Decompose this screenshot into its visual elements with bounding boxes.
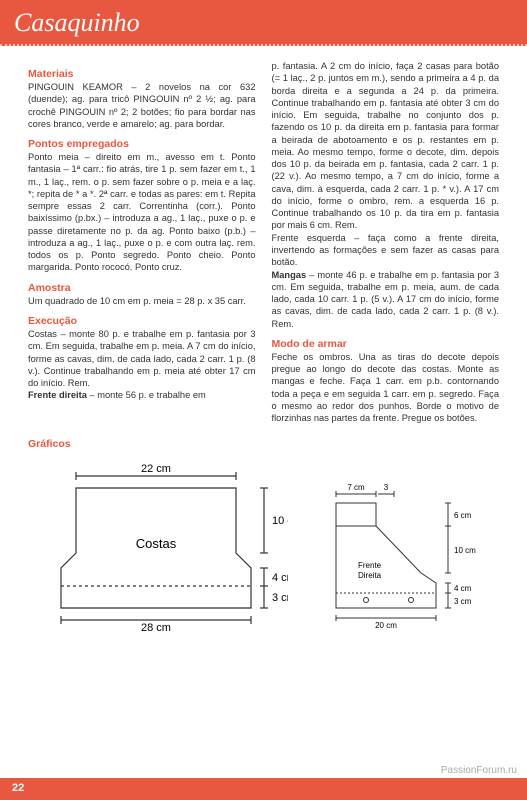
frente-label-2: Direita — [358, 571, 382, 580]
page-title: Casaquinho — [14, 8, 140, 37]
frente-bottom: 20 cm — [375, 621, 397, 630]
frente-diagram: 7 cm 3 Frente Direita 20 cm 6 cm 10 cm 4… — [316, 458, 491, 633]
execucao-left: Costas – monte 80 p. e trabalhe em p. fa… — [28, 328, 256, 402]
frente-h2: 10 cm — [454, 546, 476, 555]
frente-top1: 7 cm — [348, 483, 366, 492]
frente-h3: 4 cm — [454, 584, 472, 593]
page-number: 22 — [12, 782, 24, 794]
mangas-label: Mangas — [272, 270, 307, 280]
costas-h2: 4 cm — [272, 572, 288, 584]
graficos-heading: Gráficos — [28, 438, 499, 450]
materiais-heading: Materiais — [28, 68, 256, 80]
pontos-heading: Pontos empregados — [28, 138, 256, 150]
costas-label: Costas — [136, 536, 177, 551]
costas-h1: 10 cm — [272, 515, 288, 527]
frente-label-1: Frente — [358, 561, 382, 570]
costas-h3: 3 cm — [272, 592, 288, 604]
frente-top2: 3 — [384, 483, 389, 492]
frente-h1: 6 cm — [454, 511, 472, 520]
modo-heading: Modo de armar — [272, 338, 500, 350]
diagram-row: 22 cm 28 cm Costas 10 cm 4 cm 3 cm — [28, 458, 499, 633]
costas-diagram: 22 cm 28 cm Costas 10 cm 4 cm 3 cm — [36, 458, 288, 633]
frente-h4: 3 cm — [454, 597, 472, 606]
materiais-body: PINGOUIN KEAMOR – 2 novelos na cor 632 (… — [28, 81, 256, 130]
frente-direita-label: Frente direita — [28, 390, 87, 400]
costas-bottom-width: 28 cm — [141, 622, 171, 633]
left-column: Materiais PINGOUIN KEAMOR – 2 novelos na… — [28, 60, 256, 424]
mangas: Mangas – monte 46 p. e trabalhe em p. fa… — [272, 269, 500, 330]
right-column: p. fantasia. A 2 cm do início, faça 2 ca… — [272, 60, 500, 424]
execucao-heading: Execução — [28, 315, 256, 327]
graficos-section: Gráficos — [28, 438, 499, 633]
modo-body: Feche os ombros. Una as tiras do decote … — [272, 351, 500, 425]
execucao-right: p. fantasia. A 2 cm do início, faça 2 ca… — [272, 60, 500, 232]
pontos-body: Ponto meia – direito em m., avesso em t.… — [28, 151, 256, 274]
amostra-heading: Amostra — [28, 282, 256, 294]
watermark: PassionForum.ru — [441, 765, 517, 776]
amostra-body: Um quadrado de 10 cm em p. meia = 28 p. … — [28, 295, 256, 307]
page-footer: 22 — [0, 778, 527, 800]
text-columns: Materiais PINGOUIN KEAMOR – 2 novelos na… — [28, 60, 499, 424]
frente-esquerda: Frente esquerda – faça como a frente dir… — [272, 232, 500, 269]
costas-top-width: 22 cm — [141, 463, 171, 475]
page-content: Materiais PINGOUIN KEAMOR – 2 novelos na… — [0, 46, 527, 633]
page-header: Casaquinho — [0, 0, 527, 46]
